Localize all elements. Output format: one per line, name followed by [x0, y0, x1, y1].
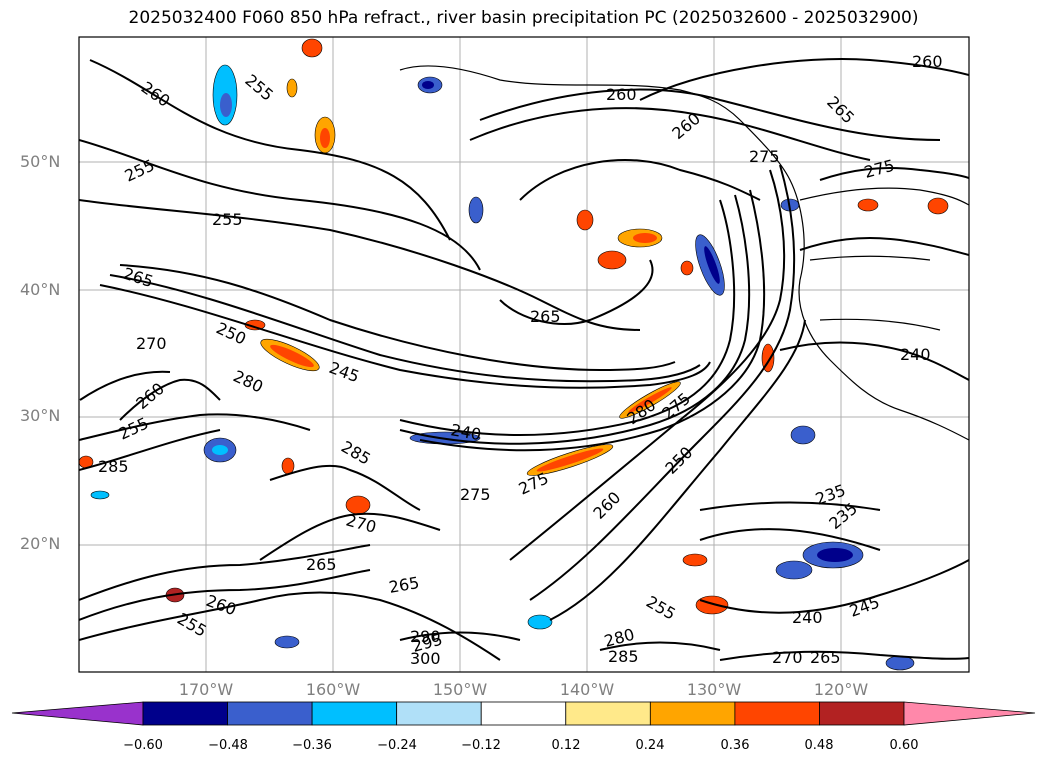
colorbar-tick-label: −0.24	[377, 738, 417, 753]
contour-label: 265	[810, 648, 841, 667]
contour-label: 260	[606, 85, 637, 104]
contour-label: 275	[460, 485, 491, 504]
longitude-label: 150°W	[432, 680, 488, 699]
colorbar-tick-label: 0.36	[720, 738, 750, 753]
blob-positive	[576, 209, 594, 231]
colorbar-tick-label: 0.12	[551, 738, 581, 753]
colorbar-tick-label: 0.48	[804, 738, 834, 753]
longitude-label: 120°W	[813, 680, 869, 699]
longitude-label: 160°W	[305, 680, 361, 699]
colorbar-tick-label: 0.60	[889, 738, 919, 753]
contour-label: 260	[912, 52, 943, 71]
longitude-label: 170°W	[178, 680, 234, 699]
colorbar-cell	[142, 701, 228, 726]
colorbar-cell	[227, 701, 313, 726]
plot-frame	[78, 36, 970, 673]
latitude-label: 50°N	[20, 152, 61, 171]
colorbar-cell	[480, 701, 567, 726]
latitude-label: 30°N	[20, 406, 61, 425]
contour-label: 300	[410, 649, 441, 668]
colorbar	[11, 701, 1036, 726]
longitude-label: 140°W	[559, 680, 615, 699]
colorbar-tick-label: −0.48	[208, 738, 248, 753]
contour-label: 270	[136, 334, 167, 353]
colorbar-extend-low	[11, 701, 144, 726]
contour-label: 265	[306, 555, 337, 574]
refractivity-contours	[79, 58, 969, 661]
contour-label: 275	[749, 147, 780, 166]
contour-label: 290	[410, 627, 441, 646]
blob-negative	[468, 196, 484, 224]
precip-anomaly-blobs	[79, 38, 949, 671]
colorbar-cell	[311, 701, 398, 726]
contour-label: 240	[792, 608, 823, 627]
colorbar-tick-label: −0.12	[461, 738, 501, 753]
map-title: 2025032400 F060 850 hPa refract., river …	[128, 8, 919, 28]
colorbar-tick-label: −0.36	[292, 738, 332, 753]
colorbar-cell	[819, 701, 905, 726]
contour-label: 265	[530, 307, 561, 326]
latitude-label: 20°N	[20, 534, 61, 553]
contour-label: 285	[98, 457, 129, 476]
colorbar-extend-high	[903, 701, 1036, 726]
colorbar-cell	[396, 701, 482, 726]
blob-positive	[301, 38, 323, 58]
latitude-label: 40°N	[20, 280, 61, 299]
colorbar-cell	[565, 701, 651, 726]
contour-label: 255	[212, 210, 243, 229]
map-content	[79, 37, 969, 672]
colorbar-cell	[734, 701, 820, 726]
colorbar-tick-label: −0.60	[123, 738, 163, 753]
colorbar-cell	[649, 701, 736, 726]
contour-label: 240	[900, 345, 931, 364]
plot-area	[79, 37, 969, 672]
longitude-label: 130°W	[686, 680, 742, 699]
contour-label: 285	[608, 647, 639, 666]
colorbar-tick-label: 0.24	[635, 738, 665, 753]
coastline	[399, 65, 969, 441]
contour-label: 270	[772, 648, 803, 667]
